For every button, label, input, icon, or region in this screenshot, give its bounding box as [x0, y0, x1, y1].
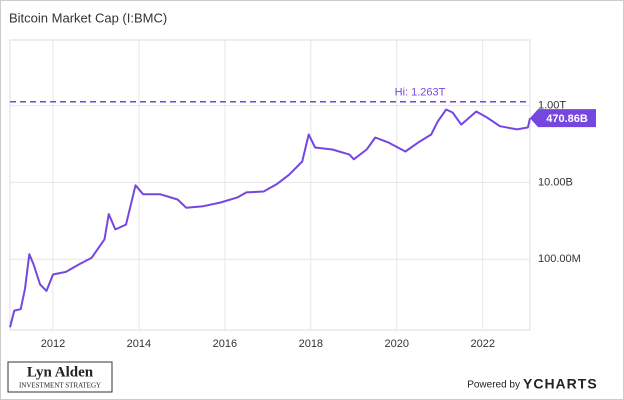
powered-by: Powered by [467, 380, 520, 391]
line-series [9, 108, 531, 328]
x-tick-label: 2012 [41, 338, 65, 350]
x-tick-label: 2016 [213, 338, 237, 350]
logo-text: Lyn Alden [27, 364, 94, 380]
logo: Lyn Alden INVESTMENT STRATEGY [7, 361, 113, 393]
y-tick-label: 100.00M [538, 253, 581, 265]
x-tick-label: 2014 [127, 338, 151, 350]
last-value-box [530, 109, 596, 128]
chart-title: Bitcoin Market Cap (I:BMC) [9, 10, 167, 25]
high-label: Hi: 1.263T [395, 87, 446, 99]
y-tick-label: 10.00B [538, 176, 573, 188]
x-tick-label: 2020 [385, 338, 409, 350]
logo-box [7, 361, 113, 393]
x-tick-label: 2022 [470, 338, 494, 350]
logo-subtext: INVESTMENT STRATEGY [19, 382, 101, 390]
y-tick-label: 1.00T [538, 100, 566, 112]
x-tick-label: 2018 [299, 338, 323, 350]
last-value-label: 470.86B [546, 113, 588, 125]
plot-area [9, 39, 531, 331]
brand: YCHARTS [523, 376, 598, 392]
